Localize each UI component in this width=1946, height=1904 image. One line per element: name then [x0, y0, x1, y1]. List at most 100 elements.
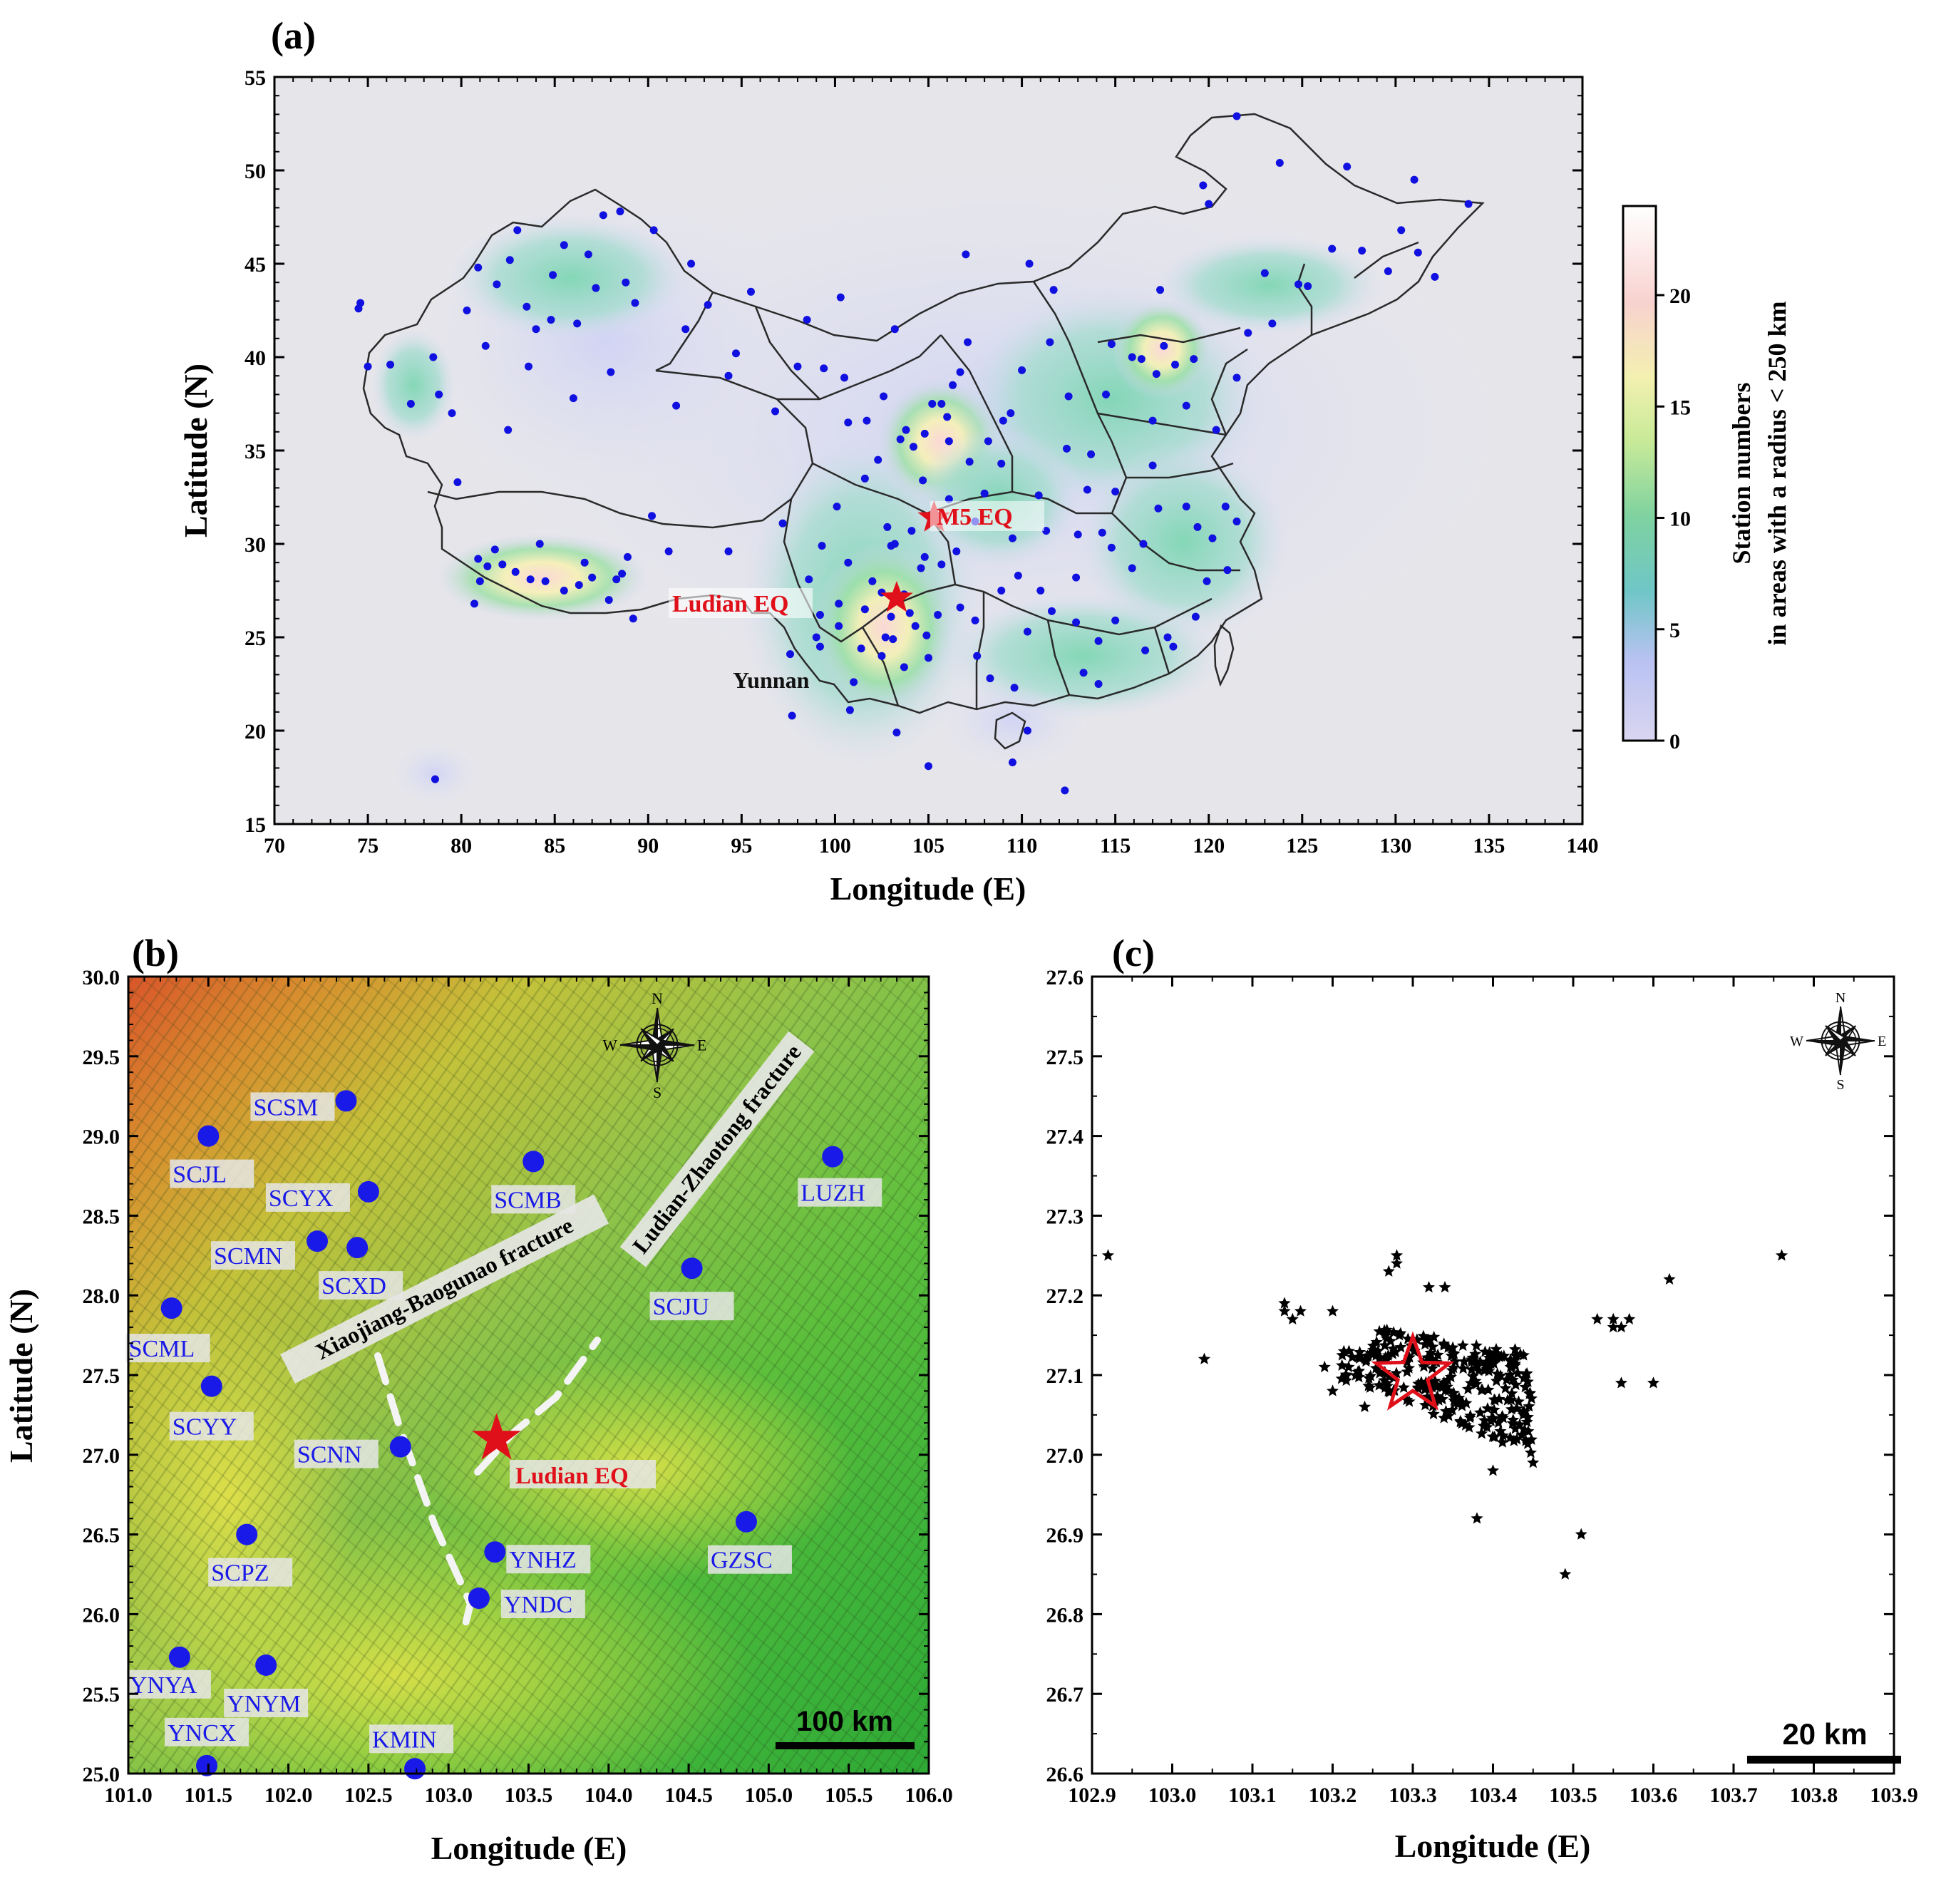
station-label: SCYX: [269, 1185, 334, 1212]
colorbar-tick-label: 10: [1669, 508, 1691, 531]
station-dot: [925, 762, 932, 771]
china-boundary: [362, 113, 1485, 714]
panel-c-xtick-label: 103.1: [1228, 1784, 1277, 1807]
panel-a-xtick-label: 105: [912, 834, 944, 858]
event-marker: [1521, 1375, 1534, 1387]
station-dot: [896, 435, 905, 443]
station-dot: [956, 603, 964, 612]
event-marker: [1481, 1421, 1493, 1433]
panel-b-ytick-label: 30.0: [83, 966, 120, 989]
event-marker: [1503, 1354, 1516, 1367]
event-marker: [1352, 1365, 1364, 1378]
event-marker: [1466, 1363, 1478, 1375]
panel-a-xtick-label: 125: [1286, 834, 1318, 858]
station-dot: [1221, 503, 1230, 511]
station-dot: [522, 302, 531, 311]
event-marker: [1458, 1355, 1471, 1367]
panel-a-ytick-label: 50: [244, 160, 266, 183]
panel-c-xtick-label: 103.4: [1469, 1784, 1518, 1807]
station-dot: [964, 338, 972, 346]
station-dot: [1137, 355, 1146, 364]
event-marker: [1457, 1362, 1470, 1374]
station-dot: [463, 307, 471, 314]
event-marker: [1412, 1377, 1425, 1389]
event-marker: [1524, 1386, 1537, 1399]
station-density-field: [274, 77, 1582, 824]
event-marker: [1444, 1370, 1457, 1383]
station-dot: [681, 325, 690, 334]
event-marker: [1505, 1387, 1518, 1399]
event-marker: [1497, 1411, 1510, 1424]
station-dot: [1154, 504, 1163, 513]
station-dot: [584, 250, 592, 259]
station-dot: [541, 577, 550, 585]
panel-a-xtick-label: 130: [1379, 834, 1411, 858]
event-marker: [1509, 1422, 1522, 1434]
event-marker: [1361, 1349, 1374, 1362]
panel-c-xtick-label: 103.3: [1389, 1784, 1437, 1807]
station-dot: [1182, 503, 1190, 511]
event-marker: [1477, 1419, 1490, 1431]
event-marker: [1401, 1356, 1414, 1368]
station-dot: [956, 368, 964, 376]
event-marker: [1427, 1407, 1440, 1420]
panel-c-xtick-label: 103.0: [1148, 1784, 1197, 1807]
event-marker: [1451, 1397, 1465, 1410]
event-marker: [1647, 1376, 1660, 1389]
station-dot: [890, 540, 899, 548]
event-marker: [1513, 1418, 1526, 1430]
station-dot: [1431, 272, 1439, 281]
panel-c-xtick-label: 103.6: [1630, 1784, 1678, 1807]
panel-b-ytick-label: 25.5: [83, 1683, 120, 1707]
event-marker: [1461, 1382, 1475, 1395]
panel-a-xtick-label: 75: [357, 834, 379, 858]
event-marker: [1286, 1312, 1299, 1324]
panel-c-ytick-label: 27.3: [1046, 1205, 1084, 1228]
station-label: SCYY: [173, 1414, 237, 1441]
panel-c-ytick-label: 26.8: [1046, 1603, 1084, 1627]
event-marker: [1496, 1436, 1509, 1448]
svg-text:100 km: 100 km: [796, 1706, 893, 1737]
station-dot: [631, 299, 639, 307]
station-dot: [1152, 370, 1160, 379]
panel-b-ytick-label: 29.0: [83, 1126, 120, 1149]
event-marker: [1373, 1352, 1386, 1364]
station-dot: [1107, 543, 1116, 552]
station-dot: [618, 570, 627, 578]
panel-a-ytick-label: 30: [244, 533, 266, 557]
station-dot: [840, 374, 849, 382]
station-dot: [1098, 528, 1106, 537]
station-dot: [881, 633, 890, 642]
station-dot: [910, 443, 918, 451]
station-dot: [1102, 390, 1111, 398]
station-dot: [1232, 112, 1241, 120]
panel-a-ytick-label: 35: [244, 440, 266, 463]
panel-b-xtick-label: 106.0: [905, 1784, 953, 1807]
event-marker: [1505, 1403, 1518, 1415]
panel-a-xtick-label: 80: [451, 834, 472, 858]
station-label: SCML: [129, 1336, 195, 1362]
event-marker: [1522, 1425, 1535, 1437]
event-marker: [1504, 1431, 1517, 1444]
panel-b-xtick-label: 105.0: [745, 1784, 793, 1807]
panel-a-ylabel: Latitude (N): [177, 364, 214, 537]
event-marker: [1470, 1339, 1483, 1352]
station-dot: [406, 400, 415, 408]
panel-b-ytick-label: 25.0: [83, 1763, 120, 1786]
station-dot: [1232, 374, 1241, 382]
station-scmb: SCMB: [491, 1151, 576, 1214]
station-dot: [498, 560, 507, 569]
station-dot: [1244, 329, 1252, 337]
panel-a-xtick-label: 140: [1567, 834, 1599, 858]
event-marker: [1488, 1403, 1500, 1416]
event-marker: [1465, 1353, 1478, 1365]
event-marker: [1591, 1312, 1604, 1324]
event-marker: [1520, 1434, 1533, 1446]
station-scxd: SCXD: [319, 1237, 403, 1300]
station-label: YNYA: [130, 1672, 197, 1699]
event-marker: [1463, 1421, 1476, 1433]
station-dot: [356, 299, 365, 307]
station-dot: [874, 456, 882, 464]
station-dot: [984, 437, 992, 446]
event-marker: [1438, 1337, 1451, 1349]
